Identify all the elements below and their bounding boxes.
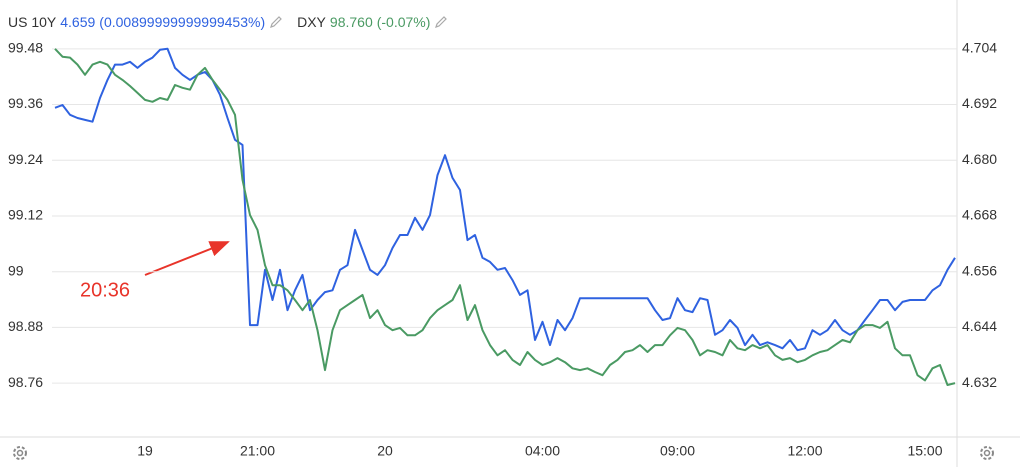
legend: US 10Y 4.659 (0.00899999999999453%) DXY 98.7… [8, 14, 462, 30]
annotation-arrow [144, 241, 230, 276]
legend-change: (0.00899999999999453%) [99, 14, 266, 30]
settings-icon[interactable] [13, 446, 27, 460]
legend-name: DXY [297, 14, 326, 30]
x-tick-label: 19 [137, 443, 153, 459]
pencil [270, 16, 282, 28]
y-tick-label: 99.12 [8, 207, 43, 223]
y2-tick-label: 4.680 [962, 151, 997, 167]
y2-tick-label: 4.632 [962, 374, 997, 390]
x-tick-label: 12:00 [787, 443, 822, 459]
y-tick-label: 98.76 [8, 374, 43, 390]
edit-icon[interactable] [434, 15, 448, 29]
x-tick-label: 04:00 [525, 443, 560, 459]
y2-tick-label: 4.644 [962, 318, 997, 334]
gear-inner [16, 449, 24, 457]
y2-tick-label: 4.668 [962, 207, 997, 223]
y2-tick-label: 4.704 [962, 40, 997, 56]
y-tick-label: 99.24 [8, 151, 43, 167]
x-tick-label: 09:00 [660, 443, 695, 459]
annotation: 20:36 [80, 279, 130, 301]
y-tick-label: 98.88 [8, 318, 43, 334]
x-tick-label: 20 [377, 443, 393, 459]
gear-outer [980, 446, 994, 460]
pencil [435, 16, 448, 28]
y2-tick-label: 4.656 [962, 262, 997, 278]
x-tick-label: 15:00 [907, 443, 942, 459]
legend-change: (-0.07%) [376, 14, 431, 30]
y-tick-label: 99 [8, 262, 24, 278]
legend-name: US 10Y [8, 14, 57, 30]
gear-inner [983, 449, 991, 457]
gear-outer [13, 446, 27, 460]
series-line [54, 47, 956, 352]
legend-last-value: 4.659 [60, 14, 96, 30]
edit-icon[interactable] [269, 15, 283, 29]
legend-last-value: 98.760 [329, 14, 373, 30]
y-tick-label: 99.36 [8, 95, 43, 111]
y-tick-label: 99.48 [8, 40, 43, 56]
series-line [54, 48, 956, 386]
x-tick-label: 21:00 [240, 443, 275, 459]
y2-tick-label: 4.692 [962, 95, 997, 111]
settings-icon[interactable] [980, 446, 994, 460]
